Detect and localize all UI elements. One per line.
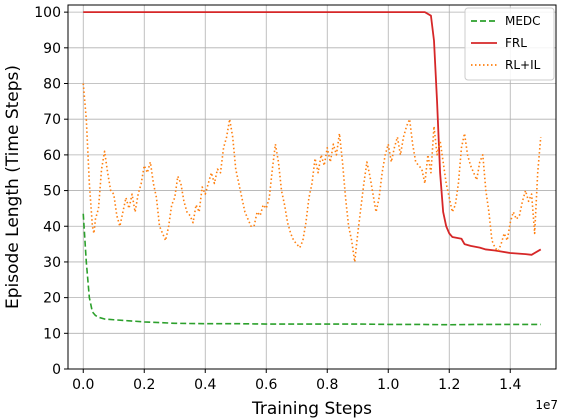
y-tick-label: 40 — [43, 219, 61, 235]
legend-box — [464, 7, 555, 81]
series-line-rl-il — [82, 83, 542, 263]
y-tick-label: 50 — [43, 184, 61, 200]
x-tick-label: 0.0 — [72, 377, 94, 393]
y-axis-label: Episode Length (Time Steps) — [3, 65, 23, 309]
y-tick-label: 20 — [43, 291, 61, 307]
axis-ticks: 0.0 0.2 0.4 0.6 0.8 1.0 1.2 1.4 0 10 20 30 40 50 60 70 8… — [34, 5, 521, 393]
legend-label: RL+IL — [505, 58, 541, 72]
x-tick-label: 0.6 — [255, 377, 277, 393]
legend-label: MEDC — [505, 14, 541, 28]
y-tick-label: 60 — [43, 148, 61, 164]
y-tick-label: 0 — [52, 362, 61, 378]
legend-label: FRL — [505, 36, 527, 50]
x-axis-label: Training Steps — [251, 399, 372, 419]
y-tick-label: 70 — [43, 112, 61, 128]
y-tick-label: 80 — [43, 77, 61, 93]
series-line-frl — [83, 11, 542, 256]
y-tick-label: 30 — [43, 255, 61, 271]
x-tick-label: 1.0 — [377, 377, 399, 393]
x-tick-label: 1.4 — [499, 377, 521, 393]
y-tick-label: 10 — [43, 326, 61, 342]
x-tick-label: 0.2 — [133, 377, 155, 393]
x-tick-label: 0.8 — [316, 377, 338, 393]
x-tick-label: 0.4 — [194, 377, 216, 393]
plot-frame — [67, 4, 557, 370]
x-tick-label: 1.2 — [438, 377, 460, 393]
plot-lines — [82, 11, 542, 326]
legend: MEDC FRL RL+IL — [464, 7, 555, 81]
series-line-medc — [82, 213, 541, 326]
x-axis-multiplier: 1e7 — [535, 398, 558, 412]
y-tick-label: 90 — [43, 41, 61, 57]
y-tick-label: 100 — [34, 5, 61, 21]
